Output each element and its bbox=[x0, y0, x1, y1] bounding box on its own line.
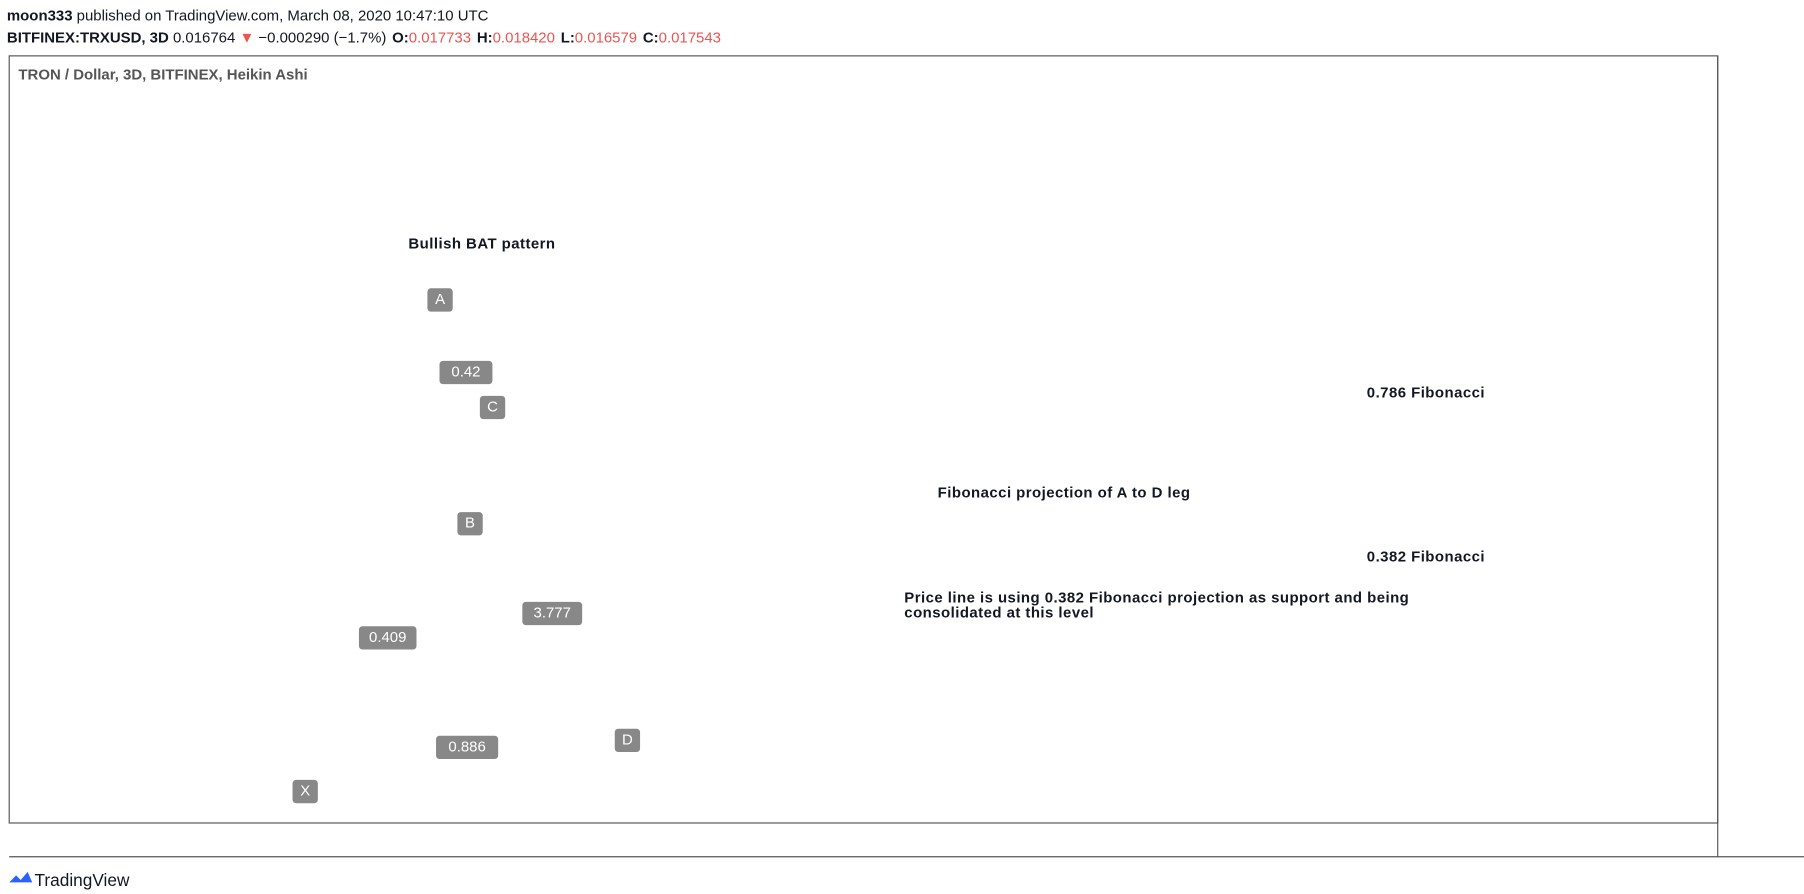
header-line: moon333 published on TradingView.com, Ma… bbox=[7, 7, 489, 24]
ratio-label: 0.886 bbox=[436, 735, 499, 759]
point-box bbox=[457, 512, 483, 536]
annotation: 0.382 Fibonacci bbox=[1367, 549, 1485, 566]
annotation: 0.786 Fibonacci bbox=[1367, 384, 1485, 401]
logo: TradingView bbox=[9, 870, 130, 890]
point-box bbox=[479, 395, 506, 420]
point-box bbox=[614, 728, 641, 753]
ohlc-value: 0.016579 bbox=[575, 29, 637, 46]
ohlc-value: 0.017733 bbox=[409, 29, 471, 46]
point-label: A bbox=[427, 288, 453, 312]
point-text: D bbox=[622, 731, 633, 748]
point-label: D bbox=[614, 728, 641, 753]
ratio-text: 0.409 bbox=[369, 629, 406, 646]
ratio-box bbox=[522, 601, 583, 626]
change: −0.000290 (−1.7%) bbox=[258, 29, 386, 46]
footer: TradingView bbox=[35, 870, 130, 890]
annotation: Price line is using 0.382 Fibonacci proj… bbox=[904, 589, 1409, 606]
ratio-label: 0.409 bbox=[358, 626, 417, 650]
ohlc-key: C: bbox=[643, 29, 659, 46]
point-text: X bbox=[300, 782, 310, 799]
ohlc-value: 0.018420 bbox=[493, 29, 555, 46]
arrow: ▼ bbox=[239, 29, 254, 46]
annotation: Bullish BAT pattern bbox=[408, 235, 555, 252]
annotation: Fibonacci projection of A to D leg bbox=[938, 484, 1191, 501]
annotation: consolidated at this level bbox=[904, 604, 1094, 621]
chart-title: TRON / Dollar, 3D, BITFINEX, Heikin Ashi bbox=[18, 67, 307, 84]
ratio-box bbox=[436, 735, 499, 759]
ratio-text: 0.42 bbox=[451, 363, 480, 380]
published: published on TradingView.com, March 08, … bbox=[77, 7, 489, 24]
ratio-box bbox=[439, 360, 493, 385]
ohlc-value: 0.017543 bbox=[659, 29, 721, 46]
ratio-text: 0.886 bbox=[448, 738, 485, 755]
symbol-line: BITFINEX:TRXUSD, 3D 0.016764 ▼ −0.000290… bbox=[7, 29, 721, 46]
point-box bbox=[427, 288, 453, 312]
point-box bbox=[292, 779, 318, 804]
author: moon333 bbox=[7, 7, 73, 24]
point-text: A bbox=[435, 291, 445, 308]
symbol: BITFINEX:TRXUSD, 3D bbox=[7, 29, 169, 46]
ratio-label: 0.42 bbox=[439, 360, 493, 385]
point-label: B bbox=[457, 512, 483, 536]
logo-icon bbox=[9, 871, 33, 883]
point-text: B bbox=[465, 515, 475, 532]
ohlc-key: O: bbox=[392, 29, 409, 46]
ratio-text: 3.777 bbox=[534, 604, 571, 621]
ratio-label: 3.777 bbox=[522, 601, 583, 626]
ratio-box bbox=[358, 626, 417, 650]
ohlc-key: L: bbox=[561, 29, 575, 46]
ohlc-key: H: bbox=[477, 29, 493, 46]
point-text: C bbox=[487, 398, 498, 415]
price: 0.016764 bbox=[173, 29, 235, 46]
point-label: X bbox=[292, 779, 318, 804]
point-label: C bbox=[479, 395, 506, 420]
